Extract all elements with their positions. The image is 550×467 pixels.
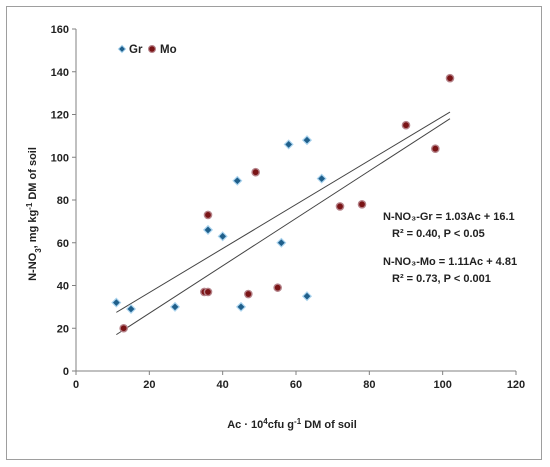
point-gr xyxy=(301,135,313,146)
point-mo xyxy=(357,199,367,209)
y-tick-label: 120 xyxy=(51,110,69,122)
point-gr xyxy=(125,303,137,315)
point-gr xyxy=(202,224,214,235)
point-gr xyxy=(316,173,327,184)
annotation-gr-equation: N-NO₃-Gr = 1.03Ac + 16.1 xyxy=(383,211,515,223)
trend-line-gr xyxy=(116,111,451,313)
x-tick-label: 60 xyxy=(290,379,302,391)
point-mo xyxy=(273,283,282,292)
point-gr xyxy=(217,231,228,242)
point-mo xyxy=(431,144,440,153)
y-tick-label: 100 xyxy=(51,152,69,164)
point-gr xyxy=(111,297,122,308)
point-gr xyxy=(235,301,247,312)
x-axis-label: Ac · 104cfu g-1 DM of soil xyxy=(227,417,357,432)
axes xyxy=(72,28,517,375)
point-mo xyxy=(251,167,260,177)
y-tick-label: 160 xyxy=(51,24,69,36)
legend-item-gr: Gr xyxy=(117,44,143,56)
legend-label-mo: Mo xyxy=(160,44,177,56)
x-tick-label: 0 xyxy=(73,379,79,391)
y-tick-labels: 0 20 40 60 80 100 120 140 160 xyxy=(51,24,69,378)
point-mo xyxy=(335,202,345,211)
annotation-mo-stats: R² = 0.73, P < 0.001 xyxy=(392,273,491,285)
y-tick-label: 40 xyxy=(57,281,69,293)
annotation-mo-equation: N-NO₃-Mo = 1.11Ac + 4.81 xyxy=(383,256,517,268)
point-mo xyxy=(203,210,213,220)
y-tick-label: 140 xyxy=(51,67,69,79)
x-tick-labels: 0 20 40 60 80 100 120 xyxy=(73,379,525,391)
y-tick-label: 60 xyxy=(57,238,69,250)
point-gr xyxy=(276,237,287,248)
annotation-gr-stats: R² = 0.40, P < 0.05 xyxy=(392,228,485,240)
legend-item-mo: Mo xyxy=(148,44,177,56)
x-tick-label: 120 xyxy=(507,379,525,391)
x-tick-label: 20 xyxy=(143,379,155,391)
point-gr xyxy=(169,301,181,312)
trend-line-mo xyxy=(116,118,451,336)
point-gr xyxy=(232,175,243,186)
x-tick-label: 40 xyxy=(217,379,229,391)
legend: Gr Mo xyxy=(117,44,177,56)
y-tick-label: 0 xyxy=(63,366,69,378)
x-tick-label: 100 xyxy=(433,379,451,391)
point-mo xyxy=(203,287,213,297)
regression-annotations: N-NO₃-Gr = 1.03Ac + 16.1 R² = 0.40, P < … xyxy=(383,211,517,285)
legend-marker-gr xyxy=(117,44,127,54)
point-gr xyxy=(283,139,294,150)
point-gr xyxy=(301,291,313,302)
trend-lines xyxy=(116,111,451,336)
data-points xyxy=(111,73,455,333)
legend-marker-mo xyxy=(148,44,157,53)
y-tick-label: 20 xyxy=(57,323,69,335)
y-tick-label: 80 xyxy=(57,195,69,207)
x-tick-label: 80 xyxy=(363,379,375,391)
y-axis-label: N-NO3, mg kg-1 DM of soil xyxy=(25,147,43,281)
point-mo xyxy=(445,73,455,83)
legend-label-gr: Gr xyxy=(129,44,143,56)
point-mo xyxy=(401,120,411,130)
point-mo xyxy=(119,323,128,333)
point-mo xyxy=(244,289,253,299)
